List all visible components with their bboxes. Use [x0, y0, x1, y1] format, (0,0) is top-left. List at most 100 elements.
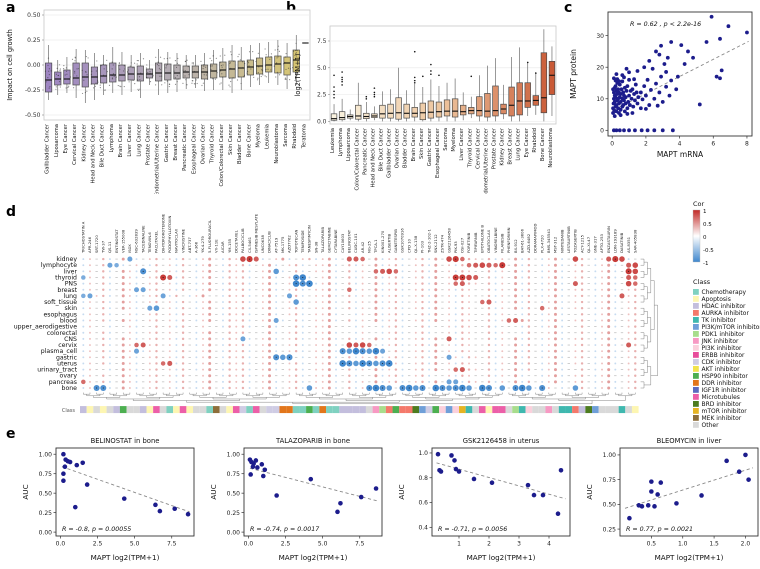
- svg-text:SNX-2112: SNX-2112: [433, 234, 438, 253]
- svg-text:Class: Class: [62, 408, 76, 414]
- svg-text:OSI-027: OSI-027: [460, 237, 465, 253]
- class-legend-label: Apoptosis: [702, 296, 731, 303]
- svg-text:Ovarian Cancer: Ovarian Cancer: [201, 123, 207, 164]
- svg-text:log2(TPM+1): log2(TPM+1): [294, 54, 302, 97]
- svg-text:DINACICLIB: DINACICLIB: [267, 231, 272, 253]
- svg-text:ABT-737: ABT-737: [187, 237, 192, 253]
- svg-text:Prostate Cancer: Prostate Cancer: [491, 127, 497, 169]
- svg-text:1.0: 1.0: [418, 450, 428, 457]
- svg-text:Teratoma: Teratoma: [301, 124, 307, 149]
- svg-text:QL-XI-47: QL-XI-47: [586, 236, 591, 253]
- svg-text:2: 2: [644, 141, 648, 148]
- svg-text:SAR-405838: SAR-405838: [632, 229, 637, 253]
- svg-text:Bile Duct Cancer: Bile Duct Cancer: [378, 127, 384, 171]
- class-legend-label: BRD inhibitor: [702, 401, 742, 408]
- svg-text:6: 6: [711, 141, 715, 148]
- svg-text:soft_tissue: soft_tissue: [44, 299, 77, 306]
- svg-text:Cervical Cancer: Cervical Cancer: [72, 123, 78, 165]
- class-legend-swatch: [693, 408, 699, 414]
- svg-text:TW-37: TW-37: [100, 240, 105, 254]
- svg-text:7.5: 7.5: [317, 38, 327, 45]
- svg-text:liver: liver: [64, 268, 78, 275]
- svg-text:Myeloma: Myeloma: [256, 124, 262, 148]
- svg-text:Breast Cancer: Breast Cancer: [508, 127, 514, 164]
- panel-e-scatter-gsk2126458-uterus: 1 2 3 4 0.4 0.6 0.8 1.0 GSK2126458 in uterus MAPT…: [397, 437, 571, 562]
- svg-text:ENTINOSTAT: ENTINOSTAT: [114, 229, 119, 253]
- svg-text:PALBOCICLIB: PALBOCICLIB: [240, 228, 245, 253]
- svg-text:GSK1070916: GSK1070916: [400, 228, 405, 253]
- svg-text:GANETESPIB: GANETESPIB: [393, 229, 398, 253]
- svg-text:NAVITOCLAX: NAVITOCLAX: [174, 228, 179, 253]
- class-legend-swatch: [693, 338, 699, 344]
- svg-text:ZSTK-474: ZSTK-474: [440, 234, 445, 253]
- svg-text:Gallbladder Cancer: Gallbladder Cancer: [45, 123, 51, 174]
- svg-text:MK-1775: MK-1775: [280, 236, 285, 253]
- class-legend-label: JNK inhibitor: [701, 338, 740, 345]
- svg-text:lung: lung: [64, 293, 78, 300]
- svg-text:Thyroid Cancer: Thyroid Cancer: [467, 127, 473, 168]
- svg-text:CAY10603: CAY10603: [340, 233, 345, 253]
- svg-text:THZ-2-102-1: THZ-2-102-1: [426, 229, 431, 254]
- svg-text:20: 20: [596, 64, 604, 71]
- svg-text:SRT-1720: SRT-1720: [94, 235, 99, 253]
- svg-text:skin: skin: [65, 305, 78, 312]
- svg-text:kidney: kidney: [56, 256, 77, 263]
- svg-text:Esophageal Cancer: Esophageal Cancer: [191, 123, 197, 174]
- class-legend-label: CDK inhibitor: [702, 359, 742, 366]
- svg-text:AUC: AUC: [397, 484, 406, 499]
- class-legend-label: Other: [702, 422, 720, 429]
- svg-text:Leukemia: Leukemia: [330, 128, 336, 153]
- class-legend-label: Microtubules: [702, 394, 740, 401]
- svg-text:Kidney Cancer: Kidney Cancer: [81, 123, 87, 161]
- svg-text:ACY-1215: ACY-1215: [579, 234, 584, 253]
- svg-text:0.25: 0.25: [227, 510, 241, 517]
- svg-text:MAPT log2(TPM+1): MAPT log2(TPM+1): [279, 553, 348, 562]
- svg-text:PLX-4720: PLX-4720: [539, 235, 544, 253]
- class-legend-swatch: [693, 373, 699, 379]
- svg-text:7.5: 7.5: [167, 541, 177, 548]
- svg-text:UNC0638: UNC0638: [260, 234, 265, 253]
- panel-e-scatter-talazoparib-bone: 0.0 2.5 5.0 7.5 0.00 0.25 0.50 0.75 1.00 TALAZOPA…: [209, 437, 383, 562]
- svg-text:ISOX: ISOX: [127, 244, 132, 253]
- svg-text:AR-42: AR-42: [360, 241, 365, 253]
- svg-text:5.0: 5.0: [130, 541, 140, 548]
- svg-text:Myeloma: Myeloma: [451, 128, 457, 152]
- svg-text:0.0: 0.0: [317, 118, 327, 125]
- svg-text:CPD 10: CPD 10: [406, 239, 411, 253]
- svg-text:Liver Cancer: Liver Cancer: [127, 123, 133, 157]
- svg-text:DORAMAPIMOD: DORAMAPIMOD: [533, 223, 538, 253]
- svg-text:5-FLUOROURACIL: 5-FLUOROURACIL: [207, 219, 212, 253]
- svg-text:CX-5461: CX-5461: [247, 236, 252, 253]
- svg-text:TALAZOPARIB: TALAZOPARIB: [320, 227, 325, 254]
- svg-text:urinary_tract: urinary_tract: [37, 367, 77, 374]
- svg-text:Eye Cancer: Eye Cancer: [524, 127, 530, 157]
- svg-text:lymphocyte: lymphocyte: [41, 262, 78, 269]
- svg-text:FORETINIB: FORETINIB: [466, 232, 471, 253]
- svg-text:BMS-345541: BMS-345541: [546, 228, 551, 253]
- svg-text:TANESPIMYCIN: TANESPIMYCIN: [307, 225, 312, 254]
- svg-text:BAY-61-3606: BAY-61-3606: [519, 228, 524, 253]
- svg-text:R = -0.74, p = 0.0017: R = -0.74, p = 0.0017: [250, 526, 319, 533]
- svg-text:A-366: A-366: [194, 241, 199, 253]
- svg-text:R = -0.8, p = 0.00055: R = -0.8, p = 0.00055: [62, 526, 131, 533]
- svg-text:Neuroblastoma: Neuroblastoma: [548, 128, 554, 168]
- svg-text:LDN-193189: LDN-193189: [613, 229, 618, 253]
- svg-text:FILANESIB: FILANESIB: [499, 233, 504, 253]
- svg-text:Kidney Cancer: Kidney Cancer: [500, 127, 506, 165]
- class-legend-swatch: [693, 359, 699, 365]
- svg-text:Skin Cancer: Skin Cancer: [419, 127, 425, 159]
- svg-text:AICAR: AICAR: [220, 241, 225, 253]
- svg-text:-0.25: -0.25: [25, 87, 41, 94]
- svg-text:Cor: Cor: [693, 200, 705, 208]
- class-legend-swatch: [693, 324, 699, 330]
- svg-text:0.0: 0.0: [244, 541, 254, 548]
- class-legend-swatch: [693, 303, 699, 309]
- svg-text:TACEDINALINE: TACEDINALINE: [140, 225, 145, 254]
- svg-text:2.0: 2.0: [741, 541, 751, 548]
- svg-text:gastric: gastric: [56, 354, 78, 361]
- svg-text:1: 1: [457, 541, 461, 548]
- svg-text:TENIPOSIDE: TENIPOSIDE: [300, 230, 305, 254]
- svg-text:VINCRISTINE: VINCRISTINE: [180, 228, 185, 253]
- panel-a-boxplot-impact-on-cell-growth: -0.50 -0.25 0.00 0.25 0.50 Gallbladder Cancer…: [6, 9, 311, 194]
- svg-text:TOZASERTIB: TOZASERTIB: [573, 229, 578, 254]
